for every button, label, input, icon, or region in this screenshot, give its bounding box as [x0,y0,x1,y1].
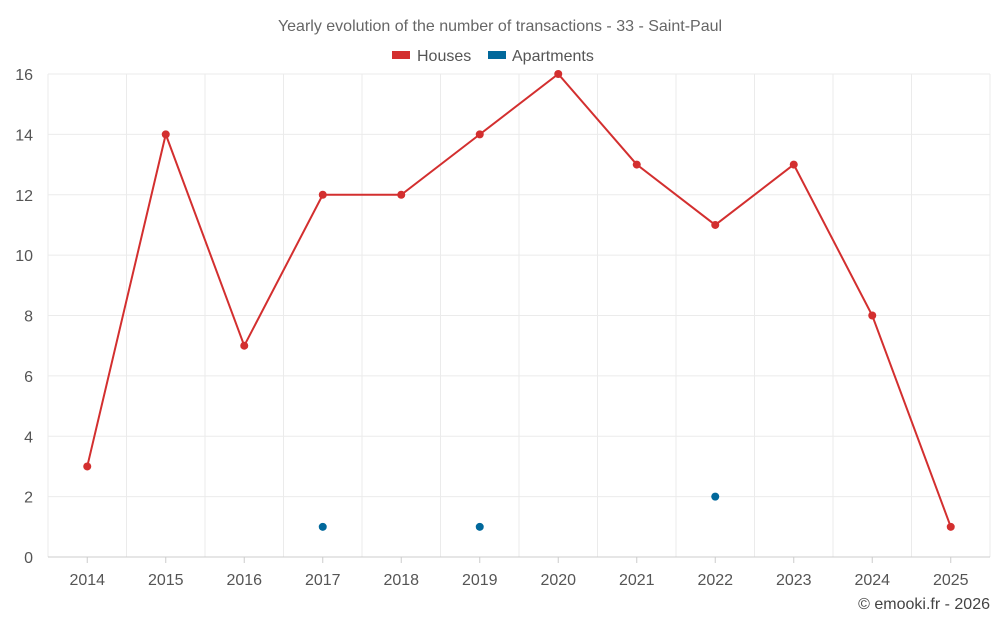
data-point-houses[interactable] [868,311,877,320]
y-tick-label: 8 [24,309,33,326]
data-point-apartments[interactable] [475,522,484,531]
x-tick-label: 2014 [69,572,105,589]
x-tick-label: 2018 [383,572,419,589]
x-tick-label: 2022 [697,572,733,589]
x-tick-label: 2025 [933,572,969,589]
x-tick-label: 2017 [305,572,341,589]
y-tick-label: 10 [15,248,33,265]
y-tick-label: 12 [15,188,33,205]
data-point-houses[interactable] [946,522,955,531]
data-point-apartments[interactable] [318,522,327,531]
data-point-houses[interactable] [240,341,249,350]
y-axis-ticks: 0 2 4 6 8 10 12 14 16 [15,67,33,567]
x-tick-label: 2021 [619,572,655,589]
data-point-houses[interactable] [554,70,563,78]
data-point-houses[interactable] [711,220,720,229]
legend-item-houses[interactable]: Houses [392,48,471,65]
legend: Houses Apartments [392,48,594,65]
data-point-houses[interactable] [475,130,484,139]
data-point-houses[interactable] [789,160,798,169]
x-tick-label: 2015 [148,572,184,589]
x-tick-label: 2020 [540,572,576,589]
y-tick-label: 4 [24,429,33,446]
data-point-apartments[interactable] [711,492,720,501]
x-tick-label: 2019 [462,572,498,589]
series [83,70,955,531]
y-tick-label: 6 [24,369,33,386]
data-point-houses[interactable] [161,130,170,139]
series-line-houses [86,72,952,528]
data-point-houses[interactable] [632,160,641,169]
legend-swatch-apartments [488,51,506,59]
data-point-houses[interactable] [318,190,327,199]
grid [47,73,991,558]
y-tick-label: 2 [24,490,33,507]
x-tick-label: 2024 [854,572,890,589]
y-tick-label: 0 [24,550,33,567]
y-tick-label: 16 [15,67,33,84]
y-tick-label: 14 [15,127,33,144]
legend-label-houses: Houses [417,48,471,65]
legend-item-apartments[interactable]: Apartments [488,48,594,65]
legend-label-apartments: Apartments [512,48,594,65]
x-axis-ticks: 2014 2015 2016 2017 2018 2019 2020 2021 2022 2023… [69,557,969,589]
data-point-houses[interactable] [397,190,406,199]
x-tick-label: 2016 [226,572,262,589]
credit-text: © emooki.fr - 2026 [858,596,990,613]
legend-swatch-houses [392,51,410,59]
chart-title: Yearly evolution of the number of transa… [278,18,722,35]
x-tick-label: 2023 [776,572,812,589]
data-point-houses[interactable] [83,462,92,471]
